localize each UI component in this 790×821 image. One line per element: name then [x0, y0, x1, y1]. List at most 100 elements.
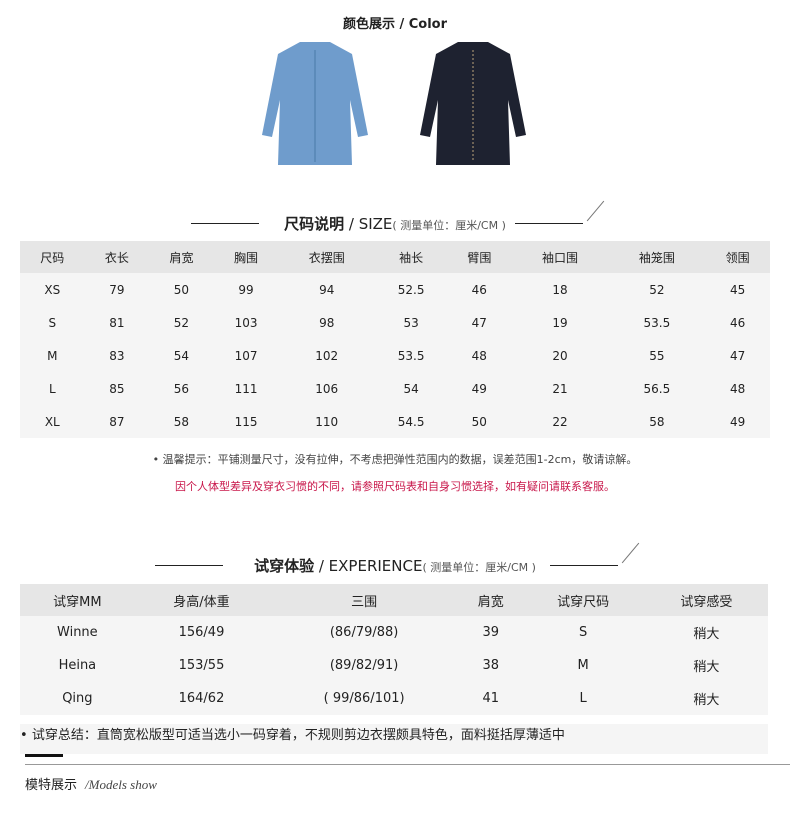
- table-row: Winne 156/49 (86/79/88) 39 S 稍大: [20, 616, 768, 649]
- table-cell: 48: [730, 381, 746, 396]
- table-cell: L: [48, 381, 56, 396]
- table-cell: M: [47, 348, 58, 363]
- column-header: 胸围: [213, 241, 279, 273]
- table-cell: Heina: [58, 658, 97, 673]
- column-header: 试穿感受: [644, 584, 768, 616]
- table-cell: 52: [173, 315, 190, 330]
- table-cell: 54: [173, 348, 190, 363]
- models-underline: [25, 754, 63, 757]
- size-table: 尺码 衣长 肩宽 胸围 衣摆围 袖长 臂围 袖口围 袖笼围 领围 XS 79 50 99 94 52.5 46 1…: [20, 241, 770, 438]
- table-cell: 58: [173, 414, 190, 429]
- models-heading: 模特展示/Models show: [25, 774, 157, 793]
- column-header: 领围: [705, 241, 770, 273]
- table-cell: 83: [109, 348, 125, 363]
- column-header: 身高/体重: [134, 584, 269, 616]
- table-cell: 19: [552, 315, 568, 330]
- table-row: M 83 54 107 102 53.5 48 20 55 47: [20, 339, 770, 372]
- column-header: 三围: [268, 584, 460, 616]
- divider: [515, 223, 583, 224]
- table-cell: 48: [471, 348, 487, 363]
- column-header: 尺码: [20, 241, 85, 273]
- table-cell: 107: [234, 348, 258, 363]
- column-header: 试穿MM: [20, 584, 135, 616]
- size-unit: ( 测量单位：厘米/CM ): [392, 219, 506, 232]
- table-cell: 49: [730, 414, 746, 429]
- column-header: 肩宽: [149, 241, 214, 273]
- table-cell: 稍大: [693, 627, 720, 642]
- table-cell: 20: [552, 348, 568, 363]
- table-cell: 52: [649, 282, 665, 297]
- dark-denim-jacket-image: [420, 42, 526, 165]
- table-cell: XL: [44, 414, 60, 429]
- models-title: 模特展示: [25, 778, 78, 793]
- table-cell: 115: [234, 414, 258, 429]
- table-cell: 58: [649, 414, 665, 429]
- table-cell: 99: [238, 282, 254, 297]
- experience-section-title: 试穿体验 / EXPERIENCE( 测量单位：厘米/CM ): [0, 555, 790, 576]
- experience-title-en: / EXPERIENCE: [314, 557, 423, 575]
- table-cell: 110: [315, 414, 339, 429]
- table-cell: 53.5: [643, 315, 671, 330]
- size-note-text: 温馨提示：平铺测量尺寸，没有拉伸，不考虑把弹性范围内的数据，误差范围1-2cm，…: [162, 453, 638, 466]
- table-cell: 79: [109, 282, 125, 297]
- table-cell: 54: [403, 381, 419, 396]
- experience-summary: • 试穿总结：直筒宽松版型可适当选小一码穿着，不规则剪边衣摆颇具特色，面料挺括厚…: [20, 724, 768, 754]
- size-section-title: 尺码说明 / SIZE( 测量单位：厘米/CM ): [0, 213, 790, 234]
- table-cell: Winne: [57, 625, 98, 640]
- table-cell: 85: [109, 381, 125, 396]
- light-denim-jacket-image: [262, 42, 368, 165]
- size-title-en: / SIZE: [344, 215, 393, 233]
- experience-title-cn: 试穿体验: [254, 557, 315, 575]
- divider: [155, 565, 223, 566]
- table-cell: 106: [315, 381, 339, 396]
- size-warning: 因个人体型差异及穿衣习惯的不同，请参照尺码表和自身习惯选择，如有疑问请联系客服。: [175, 480, 615, 493]
- table-cell: 18: [552, 282, 568, 297]
- table-cell: 稍大: [693, 660, 720, 675]
- table-row: XS 79 50 99 94 52.5 46 18 52 45: [20, 273, 770, 306]
- table-cell: 47: [471, 315, 487, 330]
- table-cell: (86/79/88): [329, 625, 399, 640]
- table-cell: 21: [552, 381, 568, 396]
- table-cell: 47: [730, 348, 746, 363]
- table-cell: 164/62: [178, 691, 225, 706]
- table-cell: 111: [234, 381, 258, 396]
- table-cell: 53: [403, 315, 419, 330]
- table-cell: 153/55: [178, 658, 225, 673]
- table-cell: 98: [319, 315, 335, 330]
- table-cell: 156/49: [178, 625, 225, 640]
- divider: [550, 565, 618, 566]
- table-cell: 102: [315, 348, 339, 363]
- column-header: 袖长: [375, 241, 448, 273]
- column-header: 肩宽: [459, 584, 522, 616]
- divider: [191, 223, 259, 224]
- table-row: S 81 52 103 98 53 47 19 53.5 46: [20, 306, 770, 339]
- experience-table: 试穿MM 身高/体重 三围 肩宽 试穿尺码 试穿感受 Winne 156/49 (86/79/8…: [20, 584, 768, 715]
- table-cell: S: [48, 315, 57, 330]
- table-cell: L: [579, 691, 587, 706]
- table-cell: 50: [173, 282, 190, 297]
- column-header: 袖笼围: [608, 241, 706, 273]
- table-cell: 38: [482, 658, 500, 673]
- column-header: 袖口围: [511, 241, 609, 273]
- table-cell: Qing: [62, 691, 93, 706]
- table-cell: ( 99/86/101): [323, 691, 405, 706]
- table-cell: 53.5: [397, 348, 425, 363]
- table-row: Heina 153/55 (89/82/91) 38 M 稍大: [20, 649, 768, 682]
- table-cell: 45: [730, 282, 746, 297]
- table-cell: 56: [173, 381, 190, 396]
- column-header: 试穿尺码: [521, 584, 645, 616]
- table-row: XL 87 58 115 110 54.5 50 22 58 49: [20, 405, 770, 438]
- table-cell: 50: [471, 414, 487, 429]
- table-cell: 41: [482, 691, 500, 706]
- table-cell: 54.5: [397, 414, 425, 429]
- models-subtitle: /Models show: [85, 777, 157, 792]
- size-title-cn: 尺码说明: [284, 215, 345, 233]
- table-cell: 22: [552, 414, 568, 429]
- table-cell: (89/82/91): [329, 658, 399, 673]
- table-cell: 94: [319, 282, 335, 297]
- table-cell: 81: [109, 315, 125, 330]
- experience-unit: ( 测量单位：厘米/CM ): [422, 561, 536, 574]
- table-cell: M: [577, 658, 589, 673]
- table-cell: 87: [109, 414, 125, 429]
- table-cell: 56.5: [643, 381, 671, 396]
